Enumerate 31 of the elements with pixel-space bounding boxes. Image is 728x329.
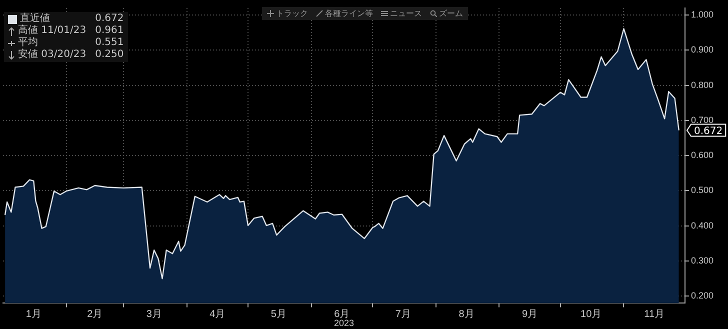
x-tick-label: 6月	[334, 308, 350, 320]
y-tick-label: 0.600	[691, 150, 714, 160]
x-tick-label: 5月	[270, 308, 286, 320]
x-tick-label: 10月	[580, 308, 602, 320]
x-tick-label: 8月	[458, 308, 474, 320]
y-tick-label: 1.000	[691, 10, 714, 20]
x-tick-label: 1月	[26, 308, 42, 320]
annotation: 高値 11/01/23 0.961	[18, 25, 124, 37]
y-tick-label: 0.800	[691, 80, 714, 90]
y-tick-label: 0.400	[691, 220, 714, 230]
text: 平均 0.551	[18, 37, 124, 48]
x-tick-label: 11月	[644, 308, 665, 320]
x-tick-label: 9月	[522, 308, 538, 320]
annotation: 0.672	[94, 13, 124, 25]
legend-label: 直近値	[20, 13, 50, 24]
y-tick-label: 0.700	[691, 114, 714, 125]
y-tick-label: 0.200	[691, 290, 714, 301]
x-tick-label: 7月	[395, 308, 411, 320]
text: 0.672	[694, 126, 723, 137]
x-tick-label: 2月	[87, 308, 103, 320]
y-tick-label: 0.500	[691, 185, 714, 196]
annotation: 各種ライン等	[325, 8, 373, 19]
x-axis-title: 2023	[334, 318, 354, 328]
x-tick-label: 4月	[210, 308, 226, 320]
x-tick-label: 3月	[146, 308, 162, 320]
annotation: 安値 03/20/23 0.250	[18, 49, 124, 61]
annotation: トラック	[276, 8, 308, 19]
y-tick-label: 0.900	[691, 44, 714, 55]
y-tick-label: 0.300	[691, 256, 714, 266]
annotation: ズーム	[439, 8, 463, 19]
annotation: ニュース	[390, 8, 422, 19]
